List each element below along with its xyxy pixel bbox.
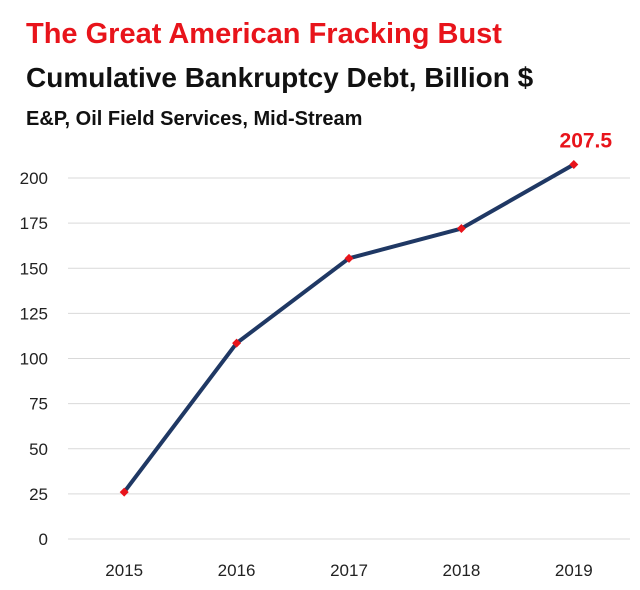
data-point-2018 [456,224,466,234]
series-line-0 [122,162,576,495]
y-tick-label-175: 175 [20,214,48,233]
y-tick-label-50: 50 [29,440,48,459]
y-tick-label-200: 200 [20,169,48,188]
data-point-2019 [569,159,579,169]
x-tick-label-2016: 2016 [218,561,256,580]
y-tick-label-0: 0 [39,530,48,549]
series-line-group [122,162,576,495]
gridlines [68,177,630,540]
y-tick-label-100: 100 [20,350,48,369]
chart-note: E&P, Oil Field Services, Mid-Stream [26,108,363,130]
y-tick-label-150: 150 [20,259,48,278]
data-label-2019: 207.5 [560,129,613,152]
x-tick-label-2018: 2018 [442,561,480,580]
data-point-2015 [119,487,129,497]
y-tick-label-25: 25 [29,485,48,504]
y-tick-label-75: 75 [29,395,48,414]
markers-group [119,159,579,497]
x-tick-label-2015: 2015 [105,561,143,580]
data-point-2016 [232,338,242,348]
x-axis-ticks: 2015 2016 2017 2018 2019 [105,561,592,580]
y-axis-ticks: 0 25 50 75 100 125 150 175 200 [20,169,48,549]
y-tick-label-125: 125 [20,304,48,323]
chart-subtitle: Cumulative Bankruptcy Debt, Billion $ [26,62,534,93]
data-labels-group: 207.5 [560,129,613,152]
data-point-2017 [344,253,354,263]
x-tick-label-2017: 2017 [330,561,368,580]
x-tick-label-2019: 2019 [555,561,593,580]
chart-title: The Great American Fracking Bust [26,18,502,50]
